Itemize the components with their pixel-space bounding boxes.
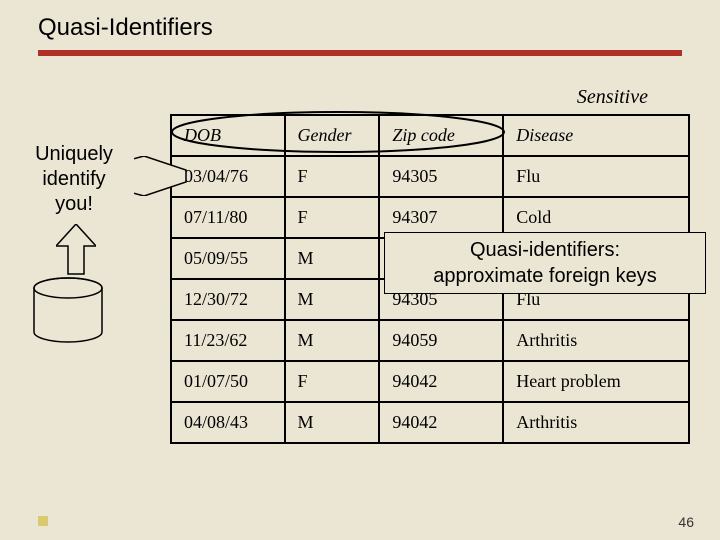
sensitive-label: Sensitive [577,86,648,109]
cell: Arthritis [503,320,689,361]
cell: 04/08/43 [171,402,285,443]
uniquely-callout: Uniquely identify you! [14,142,134,217]
arrow-up-icon [56,224,96,276]
overlay-line1: Quasi-identifiers: [470,239,620,261]
quasi-identifier-overlay: Quasi-identifiers: approximate foreign k… [384,232,706,294]
cell: 12/30/72 [171,279,285,320]
overlay-line2: approximate foreign keys [433,265,656,287]
table-header-row: DOB Gender Zip code Disease [171,115,689,156]
cell: 94059 [379,320,503,361]
col-zip: Zip code [379,115,503,156]
callout-line3: you! [55,193,93,215]
cell: M [285,320,380,361]
slide-number: 46 [678,514,694,530]
cell: M [285,402,380,443]
cell: 05/09/55 [171,238,285,279]
table-row: 04/08/43 M 94042 Arthritis [171,402,689,443]
table-row: 03/04/76 F 94305 Flu [171,156,689,197]
footer-accent-square [38,516,48,526]
col-disease: Disease [503,115,689,156]
cell: Arthritis [503,402,689,443]
cell: 94042 [379,402,503,443]
cell: 01/07/50 [171,361,285,402]
callout-line2: identify [42,168,105,190]
table-row: 11/23/62 M 94059 Arthritis [171,320,689,361]
cell: M [285,238,380,279]
table-row: 01/07/50 F 94042 Heart problem [171,361,689,402]
col-gender: Gender [285,115,380,156]
cell: Heart problem [503,361,689,402]
callout-line1: Uniquely [35,143,113,165]
table-body: 03/04/76 F 94305 Flu 07/11/80 F 94307 Co… [171,156,689,443]
cell: F [285,156,380,197]
cell: 11/23/62 [171,320,285,361]
cell: 94042 [379,361,503,402]
database-icon [30,276,106,346]
cell: 94305 [379,156,503,197]
col-dob: DOB [171,115,285,156]
cell: Flu [503,156,689,197]
cell: F [285,361,380,402]
slide-title: Quasi-Identifiers [0,0,720,50]
cell: F [285,197,380,238]
content-area: Sensitive Uniquely identify you! DOB Gen… [0,56,720,540]
cell: 07/11/80 [171,197,285,238]
cell: M [285,279,380,320]
